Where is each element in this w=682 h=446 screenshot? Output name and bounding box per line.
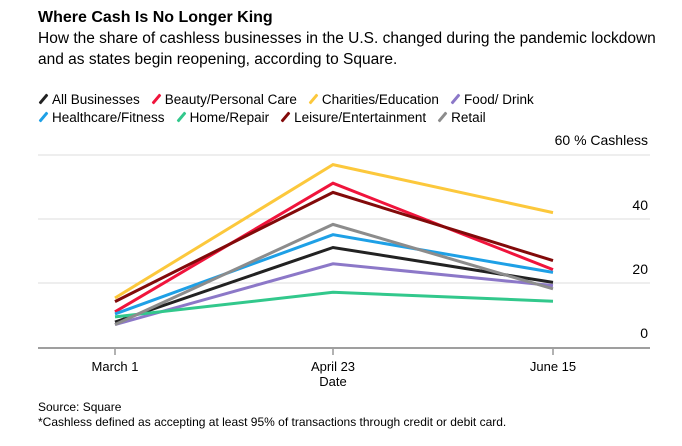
chart-subtitle: How the share of cashless businesses in …	[38, 30, 656, 68]
series-line-charities-education	[114, 163, 554, 300]
series-line-healthcare-fitness	[114, 233, 554, 316]
legend-label: All Businesses	[52, 92, 140, 107]
legend-label: Beauty/Personal Care	[164, 92, 297, 107]
legend-item: Retail	[437, 109, 486, 127]
y-tick-label: 20	[632, 261, 648, 277]
x-axis-label: Date	[319, 374, 346, 389]
legend-item: Food/ Drink	[450, 91, 534, 109]
legend-item: Home/Repair	[176, 109, 270, 127]
x-tick-label: March 1	[92, 359, 139, 374]
source-text: Source: Square	[38, 400, 122, 414]
legend-label: Retail	[451, 110, 486, 125]
legend-item: Leisure/Entertainment	[280, 109, 426, 127]
x-tick-label: April 23	[311, 359, 355, 374]
legend-label: Leisure/Entertainment	[294, 110, 427, 125]
footnote-text: *Cashless defined as accepting at least …	[38, 415, 507, 429]
series-line-all-businesses	[114, 245, 554, 324]
series-line-food-drink	[114, 262, 554, 327]
y-tick-label: 60 % Cashless	[555, 132, 648, 148]
source-notes: Source: Square *Cashless defined as acce…	[38, 400, 506, 430]
series-line-home-repair	[114, 290, 554, 319]
x-tick-label: June 15	[530, 359, 576, 374]
legend-item: Charities/Education	[308, 91, 439, 109]
series-line-leisure-entertainment	[114, 190, 554, 303]
legend-item: All Businesses	[38, 91, 140, 109]
legend-item: Healthcare/Fitness	[38, 109, 165, 127]
series-line-beauty-personal-care	[114, 181, 554, 314]
y-tick-label: 40	[632, 197, 648, 213]
legend-label: Charities/Education	[321, 92, 439, 107]
legend-label: Healthcare/Fitness	[52, 110, 165, 125]
series-line-retail	[114, 222, 554, 326]
legend-label: Home/Repair	[189, 110, 270, 125]
legend-label: Food/ Drink	[463, 92, 534, 107]
chart-title: Where Cash Is No Longer King	[38, 9, 273, 26]
y-tick-label: 0	[640, 325, 648, 341]
legend: All Businesses Beauty/Personal Care Charit…	[38, 91, 678, 127]
legend-item: Beauty/Personal Care	[151, 91, 297, 109]
